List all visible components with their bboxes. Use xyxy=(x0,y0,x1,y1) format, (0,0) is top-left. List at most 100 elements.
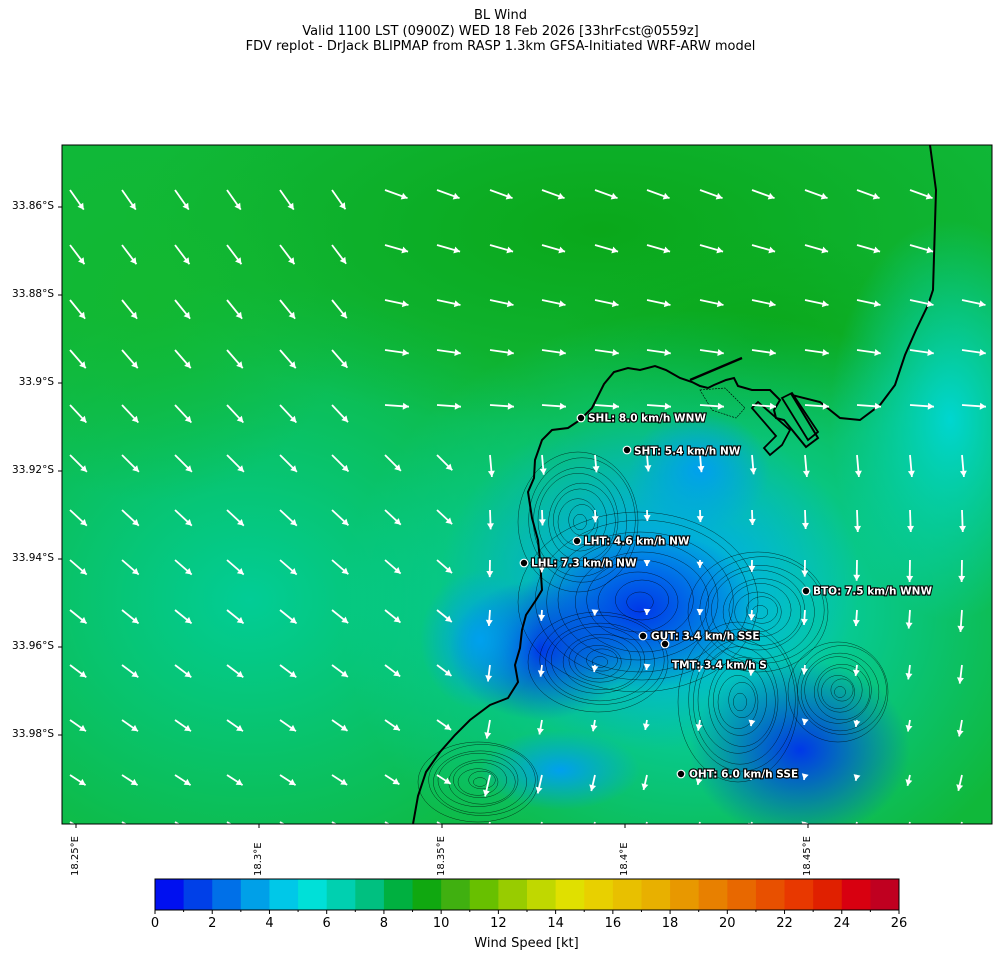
wind-arrow xyxy=(121,664,139,679)
wind-arrow xyxy=(121,349,139,369)
wind-arrow xyxy=(486,509,494,530)
wind-arrow xyxy=(751,244,776,254)
wind-arrow xyxy=(489,402,515,410)
wind-arrow xyxy=(226,244,243,265)
wind-arrow xyxy=(960,821,963,824)
wind-arrow xyxy=(801,664,809,675)
wind-arrow xyxy=(907,509,915,533)
colorbar-tick-label: 4 xyxy=(265,916,274,931)
colorbar-swatch xyxy=(870,879,900,910)
wind-arrow xyxy=(801,509,809,530)
wind-arrow xyxy=(959,509,967,533)
wind-arrow xyxy=(484,719,492,739)
wind-arrow xyxy=(856,244,881,254)
colorbar-tick-label: 26 xyxy=(890,916,908,931)
colorbar-swatch xyxy=(784,879,814,910)
station-lhl[interactable]: LHL: 7.3 km/h NW xyxy=(519,556,638,571)
wind-arrow xyxy=(538,609,546,621)
wind-arrow xyxy=(959,454,967,477)
station-marker[interactable] xyxy=(622,445,632,455)
lat-tick-label: 33.96°S xyxy=(12,640,54,652)
wind-arrow xyxy=(384,244,409,254)
wind-arrow xyxy=(331,509,350,526)
wind-arrow xyxy=(538,559,546,573)
wind-arrow xyxy=(69,719,87,732)
wind-arrow xyxy=(853,719,861,728)
wind-arrow xyxy=(69,189,85,211)
wind-arrow xyxy=(961,402,987,410)
wind-arrow xyxy=(174,454,193,473)
colorbar-tick-label: 12 xyxy=(490,916,507,931)
wind-arrow xyxy=(749,454,757,475)
wind-arrow xyxy=(956,774,964,792)
wind-arrow xyxy=(279,559,298,576)
wind-arrow xyxy=(226,509,245,527)
wind-vectors xyxy=(69,189,987,824)
colorbar-tick-label: 18 xyxy=(661,916,679,931)
lat-tick-label: 33.92°S xyxy=(12,464,54,476)
colorbar-label: Wind Speed [kt] xyxy=(474,936,579,951)
station-marker[interactable] xyxy=(519,558,529,568)
wind-arrow xyxy=(279,609,298,625)
wind-arrow xyxy=(643,559,651,567)
wind-arrow xyxy=(436,719,452,731)
wind-arrow xyxy=(485,664,493,682)
wind-arrow xyxy=(591,509,599,523)
wind-arrow xyxy=(907,454,915,477)
wind-arrow xyxy=(748,609,756,621)
wind-arrow xyxy=(436,454,453,471)
wind-field: SHL: 8.0 km/h WNW SHT: 5.4 km/h NW LHT: 4.… xyxy=(62,145,992,824)
wind-arrow xyxy=(489,244,514,254)
wind-arrow xyxy=(535,774,543,794)
colorbar-swatch xyxy=(698,879,728,910)
wind-arrow xyxy=(646,299,671,308)
wind-arrow xyxy=(69,299,86,320)
station-label: SHT: 5.4 km/h NW xyxy=(634,446,741,458)
wind-arrow xyxy=(174,774,192,786)
wind-arrow xyxy=(641,774,649,791)
station-bto[interactable]: BTO: 7.5 km/h WNW xyxy=(801,584,934,599)
lat-tick-label: 33.94°S xyxy=(12,552,54,564)
wind-arrow xyxy=(384,609,402,624)
station-marker[interactable] xyxy=(801,586,811,596)
wind-arrow xyxy=(592,454,600,473)
wind-arrow xyxy=(69,404,88,424)
wind-arrow xyxy=(646,244,671,254)
colorbar-swatch xyxy=(641,879,671,910)
wind-arrow xyxy=(751,299,776,308)
wind-arrow xyxy=(174,349,192,369)
station-gut[interactable]: GUT: 3.4 km/h SSE xyxy=(638,629,761,644)
wind-arrow xyxy=(279,189,295,211)
station-marker[interactable] xyxy=(638,631,648,641)
wind-arrow xyxy=(121,189,137,211)
wind-arrow xyxy=(594,349,619,356)
wind-arrow xyxy=(747,664,755,676)
station-marker[interactable] xyxy=(572,536,582,546)
wind-arrow xyxy=(748,559,756,572)
station-shl[interactable]: SHL: 8.0 km/h WNW xyxy=(576,411,708,426)
station-tmt[interactable]: TMT: 3.4 km/h S xyxy=(660,639,768,673)
wind-arrow xyxy=(482,774,491,797)
lon-tick-label: 18.45°E xyxy=(802,836,813,876)
wind-arrow xyxy=(121,509,140,527)
colorbar-swatch xyxy=(727,879,757,910)
wind-arrow xyxy=(121,299,138,320)
station-oht[interactable]: OHT: 6.0 km/h SSE xyxy=(676,767,799,782)
station-sht[interactable]: SHT: 5.4 km/h NW xyxy=(622,444,742,459)
colorbar-tick-label: 0 xyxy=(150,916,160,931)
wind-arrow xyxy=(853,559,861,581)
station-lht[interactable]: LHT: 4.6 km/h NW xyxy=(572,534,691,549)
station-marker[interactable] xyxy=(676,769,686,779)
wind-arrow xyxy=(646,402,672,410)
wind-arrow xyxy=(957,609,965,633)
wind-arrow xyxy=(646,189,670,200)
station-label: LHL: 7.3 km/h NW xyxy=(531,558,637,570)
harbour-breakwater xyxy=(689,356,743,382)
wind-arrow xyxy=(642,719,650,731)
wind-arrow xyxy=(121,774,139,786)
wind-arrow xyxy=(384,774,400,786)
station-marker[interactable] xyxy=(576,413,586,423)
station-marker[interactable] xyxy=(660,639,670,649)
wind-arrow xyxy=(121,454,140,473)
